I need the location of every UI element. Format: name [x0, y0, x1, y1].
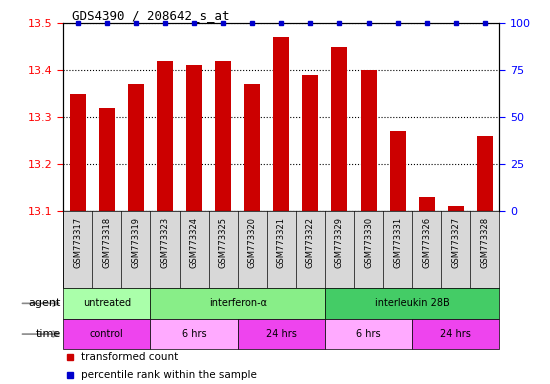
Text: 24 hrs: 24 hrs — [266, 329, 297, 339]
Bar — [302, 75, 318, 211]
Text: GSM773320: GSM773320 — [248, 217, 257, 268]
Bar — [412, 319, 499, 349]
Bar — [63, 319, 151, 349]
Bar — [389, 131, 406, 211]
Text: time: time — [35, 329, 60, 339]
Bar — [332, 46, 348, 211]
Bar — [186, 65, 202, 211]
Text: GSM773328: GSM773328 — [480, 217, 490, 268]
Text: GSM773331: GSM773331 — [393, 217, 402, 268]
Bar — [151, 288, 325, 319]
Bar — [63, 288, 151, 319]
Bar — [128, 84, 144, 211]
Text: GSM773323: GSM773323 — [161, 217, 169, 268]
Text: 6 hrs: 6 hrs — [182, 329, 206, 339]
Text: transformed count: transformed count — [81, 352, 178, 362]
Text: GSM773330: GSM773330 — [364, 217, 373, 268]
Text: 24 hrs: 24 hrs — [441, 329, 471, 339]
Bar — [448, 207, 464, 211]
Bar — [325, 288, 499, 319]
Text: GSM773318: GSM773318 — [102, 217, 111, 268]
Bar — [477, 136, 493, 211]
Text: GSM773317: GSM773317 — [73, 217, 82, 268]
Text: GSM773319: GSM773319 — [131, 217, 140, 268]
Text: interferon-α: interferon-α — [208, 298, 267, 308]
Text: agent: agent — [28, 298, 60, 308]
Bar — [157, 61, 173, 211]
Text: GSM773327: GSM773327 — [452, 217, 460, 268]
Text: GSM773326: GSM773326 — [422, 217, 431, 268]
Text: GSM773321: GSM773321 — [277, 217, 286, 268]
Text: GSM773322: GSM773322 — [306, 217, 315, 268]
Text: 6 hrs: 6 hrs — [356, 329, 381, 339]
Bar — [325, 319, 412, 349]
Bar — [151, 319, 238, 349]
Text: GSM773329: GSM773329 — [335, 217, 344, 268]
Bar — [419, 197, 434, 211]
Bar — [273, 37, 289, 211]
Bar — [70, 94, 86, 211]
Text: GDS4390 / 208642_s_at: GDS4390 / 208642_s_at — [72, 9, 229, 22]
Bar — [244, 84, 260, 211]
Text: interleukin 28B: interleukin 28B — [375, 298, 449, 308]
Text: untreated: untreated — [83, 298, 131, 308]
Text: GSM773325: GSM773325 — [219, 217, 228, 268]
Text: GSM773324: GSM773324 — [190, 217, 199, 268]
Bar — [238, 319, 325, 349]
Bar — [361, 70, 377, 211]
Bar — [215, 61, 231, 211]
Text: control: control — [90, 329, 124, 339]
Bar — [99, 108, 115, 211]
Text: percentile rank within the sample: percentile rank within the sample — [81, 370, 256, 380]
